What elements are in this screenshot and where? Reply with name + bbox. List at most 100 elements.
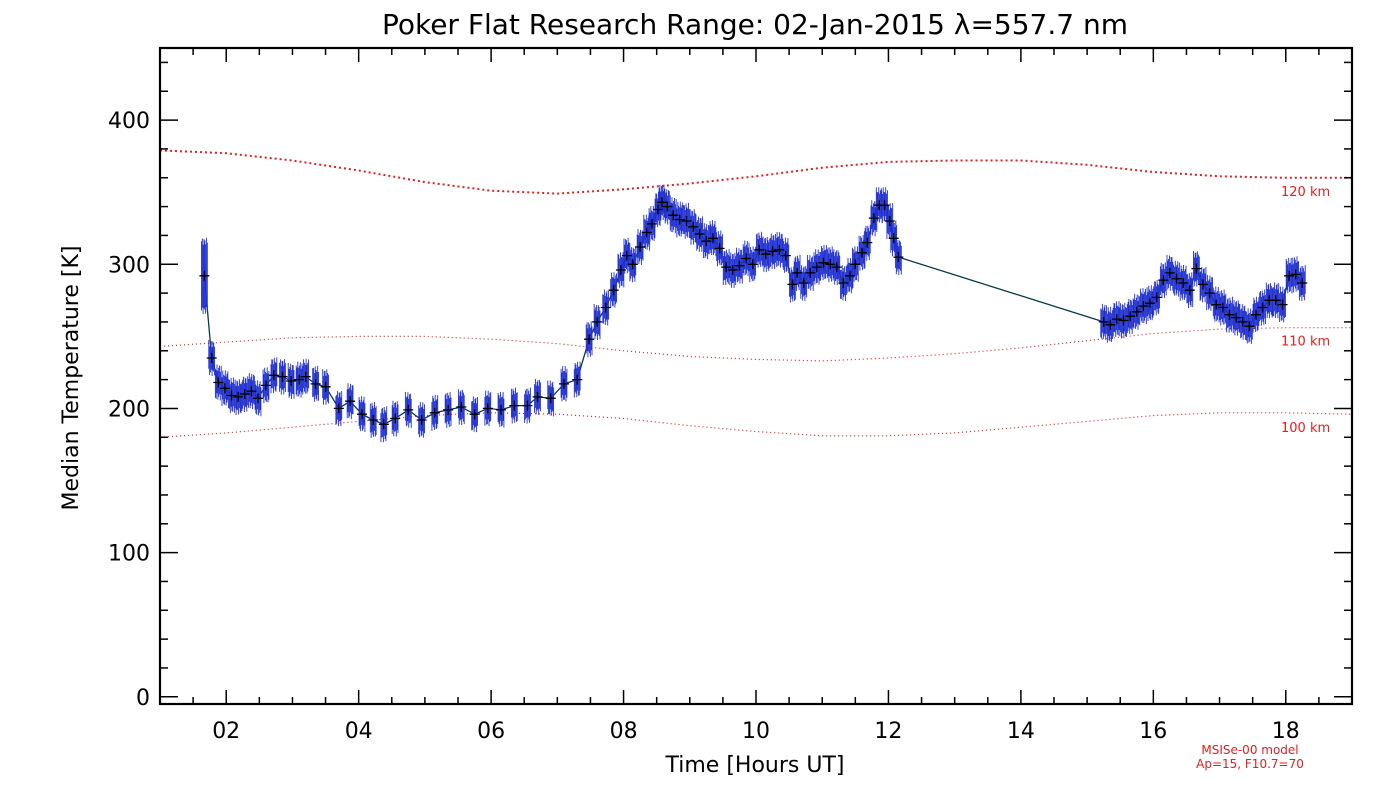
data-point bbox=[774, 244, 785, 255]
model-curve-120-km bbox=[159, 149, 1352, 195]
data-point bbox=[294, 374, 305, 385]
data-point bbox=[213, 377, 224, 388]
data-point bbox=[268, 370, 279, 381]
data-point bbox=[621, 250, 632, 261]
data-point bbox=[1131, 306, 1142, 317]
data-point bbox=[592, 316, 603, 327]
data-point bbox=[798, 278, 809, 288]
model-curve-100-km bbox=[159, 412, 1353, 438]
data-point bbox=[879, 200, 890, 211]
altitude-label: 100 km bbox=[1281, 421, 1330, 436]
data-point bbox=[1251, 309, 1261, 320]
data-point bbox=[357, 409, 367, 420]
data-point bbox=[668, 210, 679, 221]
data-point bbox=[1270, 295, 1281, 306]
data-layer bbox=[199, 184, 1308, 443]
data-point bbox=[1111, 314, 1122, 325]
data-point bbox=[868, 213, 879, 224]
data-point bbox=[509, 400, 520, 411]
data-point bbox=[1158, 275, 1169, 286]
x-tick-label: 16 bbox=[1139, 719, 1167, 744]
data-point bbox=[219, 383, 230, 394]
data-point bbox=[1125, 311, 1136, 322]
y-tick-label: 100 bbox=[108, 542, 150, 567]
data-point bbox=[1237, 316, 1248, 327]
data-point bbox=[811, 262, 822, 273]
data-point bbox=[615, 265, 626, 275]
data-point bbox=[584, 334, 595, 345]
data-point bbox=[884, 216, 895, 226]
data-point bbox=[888, 233, 899, 244]
data-point bbox=[674, 214, 685, 225]
data-point bbox=[300, 371, 311, 382]
data-point bbox=[368, 415, 379, 425]
data-point bbox=[482, 403, 493, 414]
data-point bbox=[754, 244, 765, 255]
data-point bbox=[760, 249, 771, 260]
axes-layer: 02 04 06 08 10 12 14 16 18 0 100 200 300 400 bbox=[108, 46, 1354, 744]
data-point bbox=[199, 270, 210, 281]
x-tick-label: 12 bbox=[874, 719, 902, 744]
plot-frame bbox=[158, 46, 1354, 706]
data-point bbox=[681, 216, 692, 226]
data-point bbox=[390, 413, 401, 424]
data-point bbox=[657, 197, 667, 208]
data-point bbox=[1145, 298, 1155, 309]
data-point bbox=[286, 376, 297, 386]
data-point bbox=[653, 204, 663, 215]
data-point bbox=[416, 415, 427, 425]
y-axis-title: Median Temperature [K] bbox=[59, 246, 84, 511]
data-point bbox=[857, 247, 867, 258]
data-point bbox=[1118, 315, 1129, 326]
data-point bbox=[862, 237, 873, 248]
data-point bbox=[226, 390, 237, 401]
altitude-label: 120 km bbox=[1281, 185, 1330, 200]
data-point bbox=[1211, 299, 1222, 310]
data-point bbox=[246, 386, 257, 397]
data-point bbox=[253, 393, 263, 404]
data-point bbox=[1257, 302, 1268, 313]
data-point bbox=[635, 242, 646, 252]
chart-title: Poker Flat Research Range: 02-Jan-2015 λ… bbox=[382, 8, 1128, 41]
data-point bbox=[805, 267, 816, 278]
data-point bbox=[1171, 273, 1182, 284]
data-point bbox=[845, 270, 855, 281]
data-point bbox=[641, 227, 652, 238]
data-point bbox=[714, 243, 725, 254]
data-point bbox=[688, 221, 699, 232]
y-tick-label: 300 bbox=[108, 253, 150, 278]
data-point bbox=[1178, 278, 1189, 288]
data-point bbox=[780, 250, 791, 261]
data-point bbox=[456, 402, 467, 412]
x-tick-label: 02 bbox=[212, 719, 240, 744]
data-point bbox=[1184, 285, 1195, 296]
data-point bbox=[206, 353, 217, 363]
data-point bbox=[850, 259, 861, 270]
data-point bbox=[545, 393, 556, 404]
data-point bbox=[701, 236, 712, 247]
data-point bbox=[443, 404, 454, 415]
data-point bbox=[310, 378, 321, 389]
data-point bbox=[559, 378, 569, 389]
data-point bbox=[1244, 321, 1255, 332]
data-point bbox=[721, 262, 732, 273]
model-curves: 120 km 110 km 100 km bbox=[159, 149, 1353, 438]
model-curve-110-km bbox=[159, 327, 1352, 362]
x-tick-label: 06 bbox=[477, 719, 505, 744]
x-tick-label: 18 bbox=[1272, 719, 1300, 744]
data-point bbox=[741, 253, 752, 264]
data-point bbox=[627, 259, 638, 270]
data-point bbox=[333, 403, 344, 414]
data-point bbox=[694, 229, 705, 239]
data-point bbox=[767, 246, 778, 257]
data-point bbox=[1204, 288, 1215, 299]
y-tick-label: 0 bbox=[136, 686, 150, 711]
model-note-params: Ap=15, F10.7=70 bbox=[1196, 757, 1304, 771]
data-point bbox=[734, 260, 745, 271]
data-point bbox=[747, 259, 758, 270]
data-point bbox=[825, 259, 836, 270]
data-point bbox=[647, 218, 657, 229]
data-point bbox=[727, 265, 738, 275]
data-point bbox=[532, 391, 543, 402]
data-point bbox=[787, 279, 798, 290]
